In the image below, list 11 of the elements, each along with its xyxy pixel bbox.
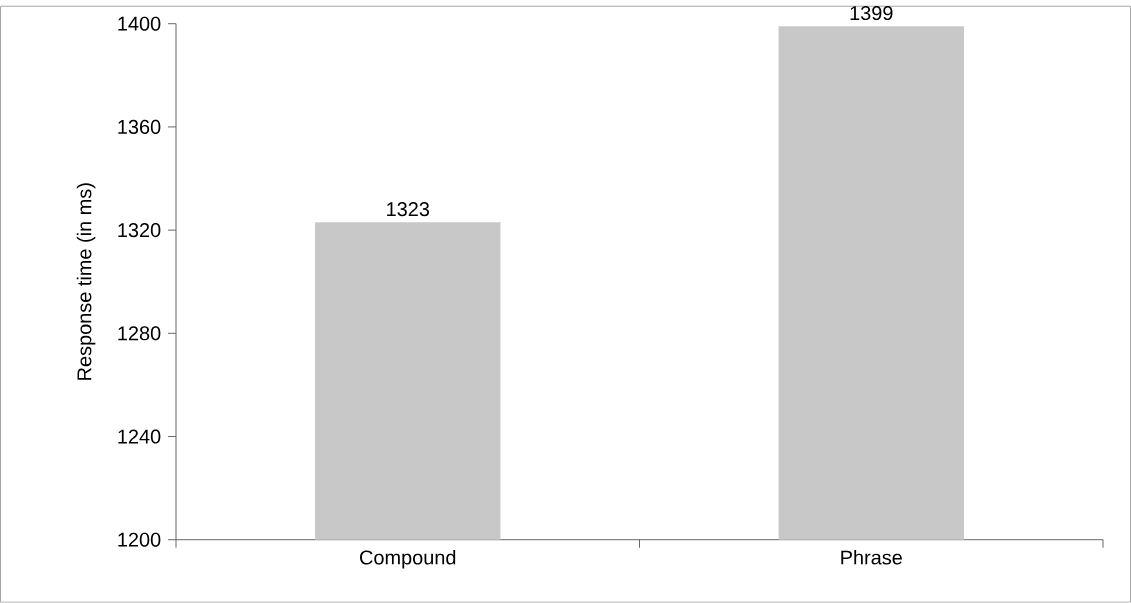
data-label: 1323	[387, 202, 430, 217]
data-label: 1399	[850, 6, 893, 21]
y-tick-label: 1240	[118, 429, 161, 444]
y-tick-label: 1280	[118, 326, 161, 341]
y-tick-label: 1320	[118, 223, 161, 238]
x-tick-label: Compound	[360, 550, 456, 569]
y-axis-title: Response time (in ms)	[76, 183, 96, 380]
x-tick-label: Phrase	[841, 550, 902, 565]
y-tick-label: 1360	[118, 120, 161, 135]
y-tick-label: 1200	[118, 532, 161, 547]
y-tick-label: 1400	[118, 16, 161, 31]
